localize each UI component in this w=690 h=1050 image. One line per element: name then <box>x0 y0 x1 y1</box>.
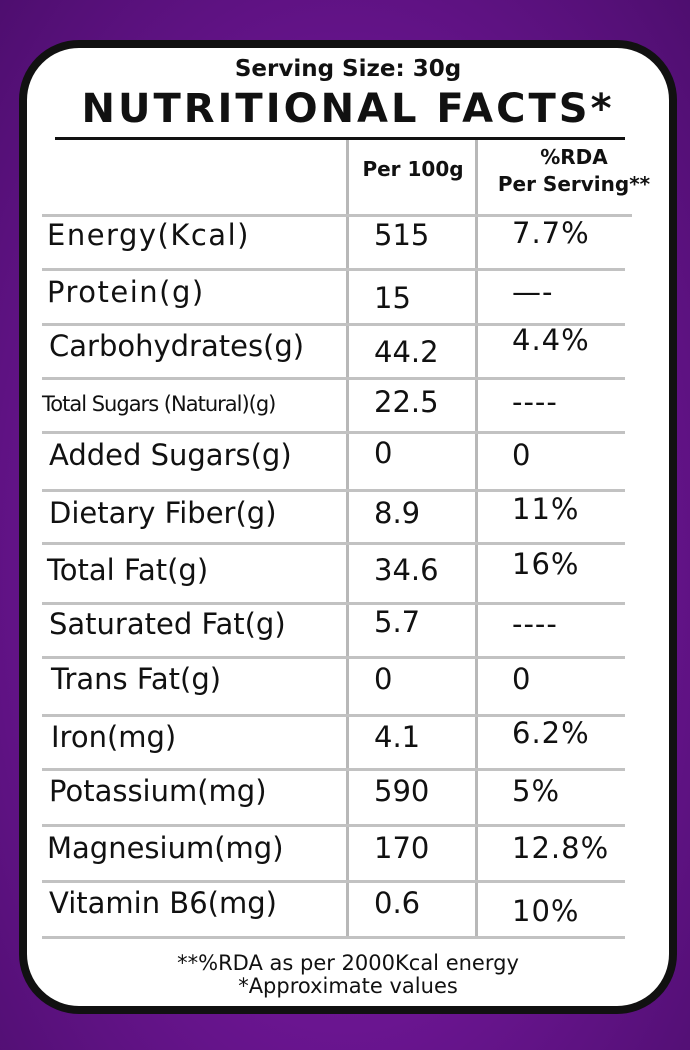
row-divider <box>42 489 625 492</box>
label-title: NUTRITIONAL FACTS* <box>81 86 615 132</box>
per-100g-value: 0.6 <box>374 886 421 920</box>
header-rda-line2: Per Serving** <box>497 172 651 196</box>
row-divider <box>42 214 632 217</box>
rda-value: 6.2% <box>512 716 590 750</box>
per-100g-value: 4.1 <box>374 720 421 754</box>
row-divider <box>42 880 625 883</box>
rda-value: 12.8% <box>512 831 610 865</box>
per-100g-value: 22.5 <box>374 385 439 419</box>
row-divider <box>42 768 625 771</box>
row-divider <box>42 268 625 271</box>
nutrient-name: Trans Fat(g) <box>51 662 222 696</box>
per-100g-value: 590 <box>374 774 430 808</box>
rda-value: 0 <box>512 438 532 472</box>
rda-value: 16% <box>512 547 580 581</box>
row-divider <box>42 656 625 659</box>
rda-value: 0 <box>512 662 532 696</box>
nutrient-name: Iron(mg) <box>51 720 177 754</box>
row-divider <box>42 714 625 717</box>
per-100g-value: 15 <box>374 281 411 315</box>
row-divider <box>42 936 625 939</box>
nutrient-name: Dietary Fiber(g) <box>49 496 277 530</box>
rda-value: ---- <box>512 607 558 641</box>
row-divider <box>42 323 625 326</box>
nutrient-name: Carbohydrates(g) <box>49 329 305 363</box>
nutrition-label: Serving Size: 30g NUTRITIONAL FACTS* Per… <box>19 40 677 1014</box>
nutrient-name: Saturated Fat(g) <box>49 607 286 641</box>
rda-value: 4.4% <box>512 323 590 357</box>
nutrient-name: Total Sugars (Natural)(g) <box>42 392 276 416</box>
row-divider <box>42 824 625 827</box>
serving-size: Serving Size: 30g <box>234 56 462 82</box>
row-divider <box>42 377 625 380</box>
rda-value: 11% <box>512 492 580 526</box>
nutrient-name: Energy(Kcal) <box>47 218 250 252</box>
header-per-100g: Per 100g <box>362 157 464 181</box>
row-divider <box>42 542 625 545</box>
per-100g-value: 0 <box>374 436 393 470</box>
nutrient-name: Vitamin B6(mg) <box>49 886 277 920</box>
per-100g-value: 34.6 <box>374 553 439 587</box>
column-divider <box>346 140 349 936</box>
rda-value: 10% <box>512 894 580 928</box>
row-divider <box>42 431 625 434</box>
nutrient-name: Protein(g) <box>47 275 205 309</box>
per-100g-value: 8.9 <box>374 496 421 530</box>
title-rule <box>55 137 625 140</box>
header-rda-line1: %RDA <box>540 145 608 169</box>
rda-value: 7.7% <box>512 216 590 250</box>
header-rda: %RDA Per Serving** <box>479 144 669 198</box>
rda-value: 5% <box>512 774 561 808</box>
nutrient-name: Magnesium(mg) <box>47 831 284 865</box>
nutrient-name: Total Fat(g) <box>47 553 209 587</box>
rda-value: —- <box>512 275 554 309</box>
per-100g-value: 0 <box>374 662 393 696</box>
per-100g-value: 515 <box>374 218 430 252</box>
row-divider <box>42 602 625 605</box>
footnote-approximate: *Approximate values <box>238 974 458 998</box>
per-100g-value: 170 <box>374 831 430 865</box>
nutrient-name: Added Sugars(g) <box>49 438 292 472</box>
column-divider <box>475 140 478 936</box>
nutrient-name: Potassium(mg) <box>49 774 267 808</box>
rda-value: ---- <box>512 385 558 419</box>
per-100g-value: 5.7 <box>374 605 421 639</box>
per-100g-value: 44.2 <box>374 335 439 369</box>
footnote-rda: **%RDA as per 2000Kcal energy <box>177 951 519 975</box>
